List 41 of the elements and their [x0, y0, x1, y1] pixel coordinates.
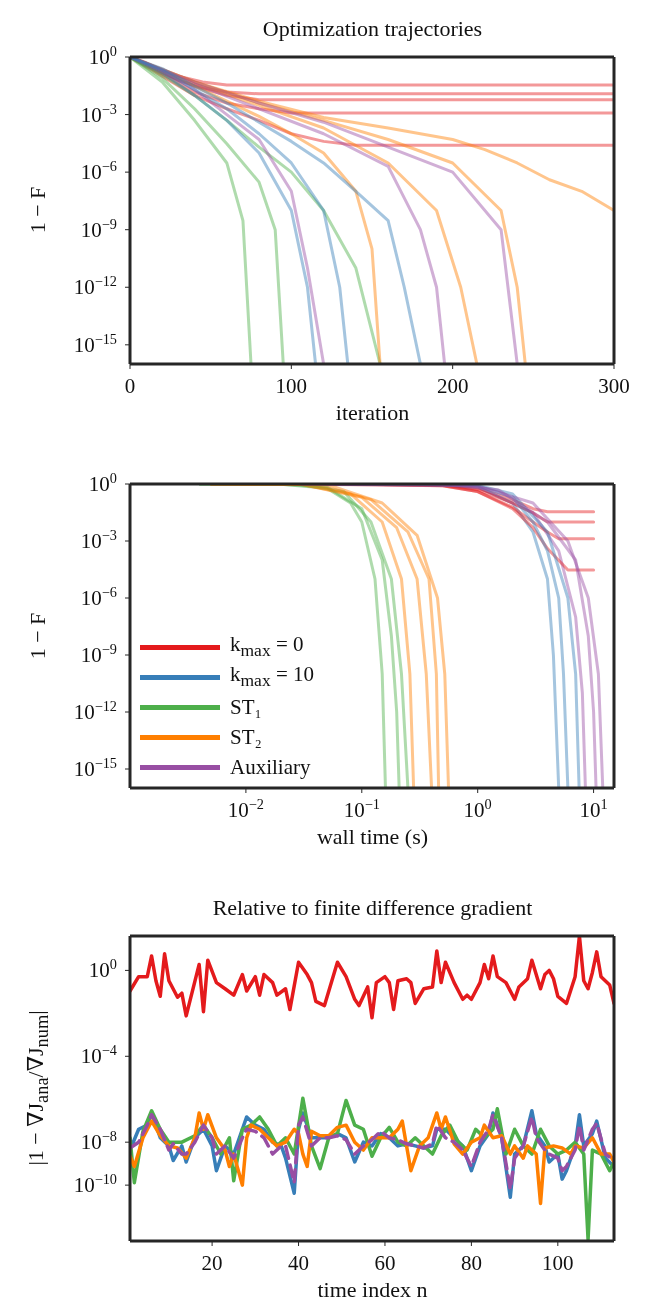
y-tick-label: 10$^{−8}$ [80, 1128, 117, 1155]
x-tick-label: 100 [275, 374, 308, 398]
x-tick-label: 10$^{−2}$ [227, 796, 264, 822]
x-tick-label: 300 [598, 374, 630, 398]
x-tick-label: 100 [542, 1251, 574, 1275]
y-tick-label: 10$^{−9}$ [80, 641, 117, 667]
legend-label: k$_{max}$ = 10 [230, 662, 314, 692]
chart-title: Relative to finite difference gradient [211, 895, 534, 921]
x-tick-label: 60 [374, 1251, 396, 1275]
y-tick-label: 10$^{−12}$ [73, 273, 117, 300]
legend-label: Auxiliary [230, 754, 311, 780]
legend-label: k$_{max}$ = 0 [230, 632, 304, 662]
y-tick-label: 10$^{−3}$ [80, 100, 117, 127]
x-tick-label: 20 [201, 1251, 223, 1275]
y-tick-label: 10$^{−9}$ [80, 215, 117, 242]
y-tick-label: 10$^{−6}$ [80, 158, 117, 185]
x-tick-label: 200 [436, 374, 469, 398]
legend-label: ST₁ [230, 694, 262, 720]
x-axis-title: iteration [334, 400, 411, 426]
chart-title: Optimization trajectories [261, 16, 484, 42]
x-tick-label: 80 [460, 1251, 482, 1275]
x-tick-label: 10$^{0}$ [463, 796, 492, 822]
x-axis-title: time index n [316, 1277, 429, 1303]
y-tick-label: 10$^{−15}$ [73, 330, 117, 357]
y-tick-label: 10$^{−15}$ [73, 755, 117, 781]
y-tick-label: 10$^{0}$ [88, 43, 117, 69]
y-tick-label: 10$^{0}$ [88, 956, 117, 983]
x-tick-label: 40 [288, 1251, 310, 1275]
y-axis-title: 1 − F [25, 612, 51, 659]
y-tick-label: 10$^{−4}$ [80, 1042, 117, 1069]
x-tick-label: 10$^{−1}$ [343, 796, 380, 822]
x-tick-label: 0 [124, 374, 136, 398]
legend-label: ST₂ [230, 724, 262, 750]
y-tick-label: 10$^{0}$ [88, 470, 117, 496]
x-axis-title: wall time (s) [315, 824, 430, 850]
y-tick-label: 10$^{−6}$ [80, 584, 117, 610]
y-tick-label: 10$^{−3}$ [80, 527, 117, 553]
y-tick-label: 10$^{−12}$ [73, 698, 117, 724]
y-tick-label: 10$^{−10}$ [73, 1171, 117, 1198]
x-tick-label: 10$^{1}$ [579, 796, 608, 822]
y-axis-title: 1 − F [25, 186, 51, 234]
